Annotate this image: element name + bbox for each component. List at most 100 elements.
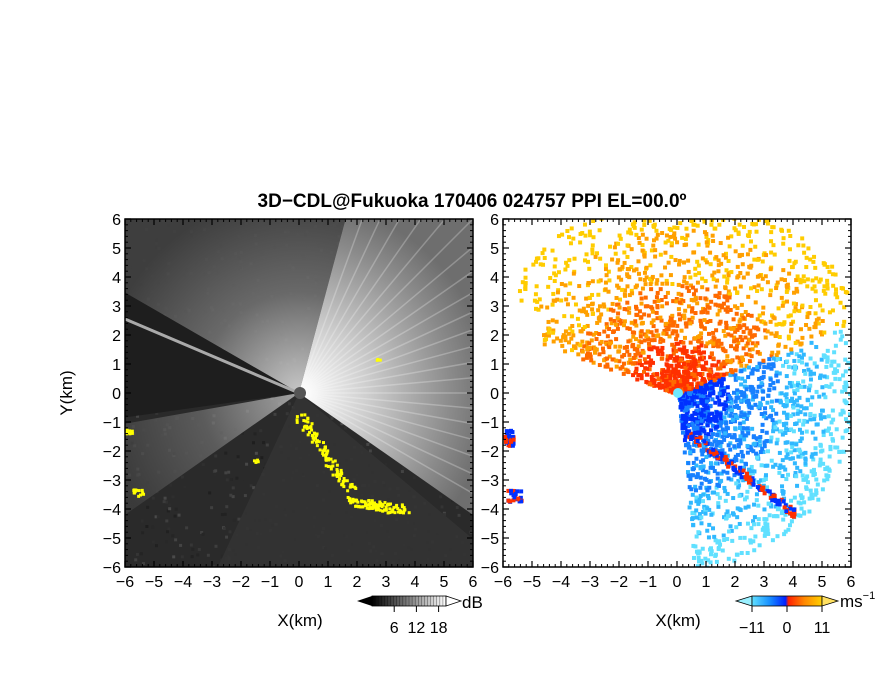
velocity-pixel: [795, 289, 800, 294]
velocity-pixel: [692, 364, 697, 369]
velocity-pixel: [761, 414, 766, 419]
velocity-pixel: [606, 289, 611, 294]
texture-cell: [222, 527, 226, 531]
velocity-pixel: [785, 299, 790, 304]
velocity-pixel: [687, 485, 692, 490]
velocity-pixel: [579, 329, 584, 334]
velocity-pixel: [719, 440, 724, 445]
velocity-pixel: [690, 431, 695, 436]
velocity-pixel: [720, 427, 725, 432]
velocity-pixel: [715, 540, 720, 545]
velocity-pixel: [814, 389, 819, 394]
texture-cell: [412, 476, 416, 480]
mid-intensity-sector: [125, 393, 299, 515]
velocity-pixel: [716, 366, 721, 371]
texture-cell: [229, 477, 233, 481]
velocity-pixel: [749, 371, 754, 376]
velocity-pixel: [732, 558, 737, 563]
velocity-pixel: [725, 309, 730, 314]
texture-cell: [154, 515, 158, 519]
velocity-pixel: [721, 329, 726, 334]
strong-echo-cell: [363, 500, 367, 504]
texture-cell: [259, 429, 263, 433]
intensity-ray: [298, 328, 473, 394]
velocity-pixel: [848, 366, 851, 371]
velocity-pixel: [793, 340, 798, 345]
velocity-pixel: [796, 243, 801, 248]
velocity-pixel: [710, 385, 715, 390]
velocity-pixel: [721, 253, 726, 258]
x-tick-label: −3: [203, 574, 221, 591]
velocity-pixel: [761, 389, 766, 394]
velocity-pixel: [772, 316, 777, 321]
velocity-pixel: [797, 359, 802, 364]
velocity-pixel: [700, 371, 705, 376]
velocity-pixel: [775, 379, 780, 384]
velocity-pixel: [711, 447, 716, 452]
velocity-pixel: [679, 292, 684, 297]
velocity-pixel: [503, 439, 508, 444]
strong-echo-cell: [353, 485, 357, 489]
velocity-pixel: [825, 375, 830, 380]
texture-cell: [214, 544, 218, 548]
strong-echo-cell: [327, 458, 331, 462]
velocity-pixel: [792, 383, 797, 388]
velocity-pixel: [591, 332, 596, 337]
velocity-pixel: [761, 449, 766, 454]
velocity-pixel: [695, 439, 700, 444]
velocity-pixel: [736, 340, 741, 345]
velocity-pixel: [732, 468, 737, 473]
velocity-pixel: [695, 564, 700, 567]
velocity-pixel: [745, 443, 750, 448]
velocity-pixel: [734, 525, 739, 530]
velocity-pixel: [758, 401, 763, 406]
velocity-pixel: [719, 478, 724, 483]
texture-cell: [168, 503, 172, 507]
texture-cell: [189, 543, 193, 547]
velocity-pixel: [807, 509, 812, 514]
velocity-pixel: [619, 277, 624, 282]
velocity-pixel: [747, 470, 752, 475]
velocity-pixel: [757, 273, 762, 278]
velocity-pixel: [802, 250, 807, 255]
strong-echo-cell: [315, 444, 319, 448]
velocity-pixel: [729, 407, 734, 412]
velocity-pixel: [615, 302, 620, 307]
velocity-pixel: [716, 501, 721, 506]
velocity-pixel: [800, 430, 805, 435]
velocity-pixel: [608, 317, 613, 322]
velocity-pixel: [682, 345, 687, 350]
velocity-pixel: [799, 404, 804, 409]
velocity-pixel: [726, 464, 731, 469]
strong-echo-cell: [132, 488, 136, 492]
velocity-pixel: [756, 503, 761, 508]
velocity-pixel: [708, 560, 713, 565]
velocity-pixel: [699, 324, 704, 329]
velocity-pixel: [723, 295, 728, 300]
velocity-pixel: [703, 296, 708, 301]
velocity-pixel: [686, 388, 691, 393]
velocity-pixel: [718, 542, 723, 547]
velocity-pixel: [593, 254, 598, 259]
velocity-pixel: [683, 365, 688, 370]
strong-echo-cell: [331, 464, 335, 468]
velocity-pixel: [838, 337, 843, 342]
velocity-pixel: [725, 385, 730, 390]
velocity-pixel: [751, 539, 756, 544]
velocity-pixel: [708, 250, 713, 255]
texture-cell: [265, 443, 269, 447]
velocity-pixel: [674, 297, 679, 302]
velocity-pixel: [705, 528, 710, 533]
velocity-pixel: [671, 386, 676, 391]
velocity-pixel: [679, 401, 684, 406]
velocity-pixel: [620, 264, 625, 269]
strong-echo-cell: [364, 502, 368, 506]
velocity-pixel: [765, 400, 770, 405]
velocity-pixel: [636, 259, 641, 264]
velocity-pixel: [728, 307, 733, 312]
velocity-pixel: [712, 534, 717, 539]
velocity-pixel: [705, 423, 710, 428]
velocity-pixel: [509, 491, 514, 496]
strong-echo-cell: [340, 483, 344, 487]
velocity-pixel: [808, 417, 813, 422]
